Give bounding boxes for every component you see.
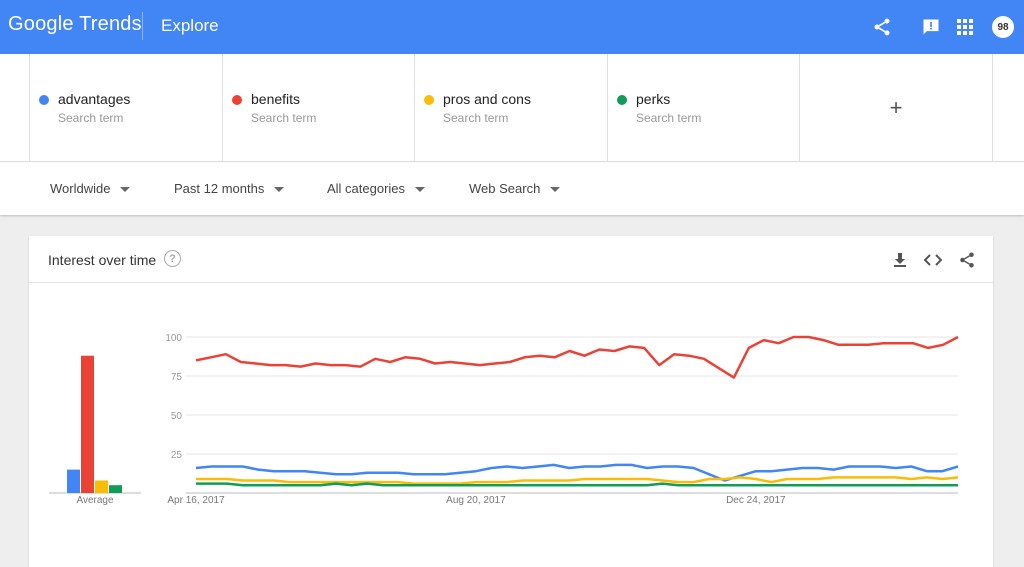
average-bar	[95, 480, 108, 493]
term-advantages[interactable]: advantages Search term	[29, 54, 222, 161]
google-trends-logo[interactable]: Google Trends	[8, 13, 142, 36]
term-label: advantages	[58, 91, 131, 107]
region-value: Worldwide	[50, 181, 111, 196]
page-title: Explore	[161, 16, 219, 35]
series-line-advantages	[195, 463, 959, 482]
term-sublabel: Search term	[58, 111, 124, 125]
search-type-dropdown[interactable]: Web Search	[469, 181, 561, 196]
x-tick-label: Dec 24, 2017	[726, 495, 786, 506]
apps-icon[interactable]	[953, 15, 977, 39]
term-pros-and-cons[interactable]: pros and cons Search term	[414, 54, 607, 161]
y-tick-label: 25	[171, 450, 183, 461]
category-dropdown[interactable]: All categories	[327, 181, 426, 196]
card-divider	[29, 282, 993, 283]
y-tick-label: 50	[171, 411, 183, 422]
chevron-down-icon	[550, 187, 561, 193]
average-bar	[67, 469, 80, 493]
chevron-down-icon	[120, 187, 131, 193]
term-label: perks	[636, 91, 671, 107]
term-sublabel: Search term	[636, 111, 702, 125]
logo-google-text: Google	[8, 13, 74, 35]
series-color-dot	[232, 95, 242, 105]
x-tick-label: Aug 20, 2017	[446, 495, 506, 506]
y-tick-label: 75	[171, 372, 183, 383]
download-icon[interactable]	[889, 249, 911, 271]
feedback-icon[interactable]	[919, 15, 943, 39]
top-bar: Google Trends Explore 98	[0, 0, 1024, 54]
series-line-perks	[196, 482, 958, 487]
average-bar	[109, 485, 122, 493]
series-color-dot	[617, 95, 627, 105]
x-tick-label: Apr 16, 2017	[167, 495, 225, 506]
series-color-dot	[424, 95, 434, 105]
card-title: Interest over time	[48, 252, 157, 268]
series-color-dot	[39, 95, 49, 105]
average-label: Average	[76, 495, 114, 506]
search-terms-bar: advantages Search term benefits Search t…	[0, 54, 1024, 162]
help-icon[interactable]: ?	[164, 250, 181, 267]
time-range-value: Past 12 months	[174, 181, 265, 196]
term-label: benefits	[251, 91, 301, 107]
category-value: All categories	[327, 181, 406, 196]
search-type-value: Web Search	[469, 181, 541, 196]
interest-over-time-card: Interest over time ? 25 50 75 100 Average Apr…	[29, 236, 993, 567]
term-sublabel: Search term	[251, 111, 317, 125]
term-perks[interactable]: perks Search term	[607, 54, 800, 161]
y-tick-label: 100	[165, 333, 182, 344]
account-avatar[interactable]: 98	[992, 16, 1014, 38]
logo-trends-text: Trends	[79, 13, 142, 35]
add-term-button[interactable]: +	[799, 54, 993, 161]
term-benefits[interactable]: benefits Search term	[222, 54, 415, 161]
series-line-pros-and-cons	[196, 476, 959, 485]
share-icon[interactable]	[870, 15, 894, 39]
time-range-dropdown[interactable]: Past 12 months	[174, 181, 285, 196]
term-label: pros and cons	[443, 91, 531, 107]
embed-icon[interactable]	[922, 249, 944, 271]
term-sublabel: Search term	[443, 111, 509, 125]
share-icon[interactable]	[956, 249, 978, 271]
header-divider	[142, 12, 143, 40]
series-line-benefits	[195, 335, 959, 379]
chevron-down-icon	[415, 187, 426, 193]
average-bar	[81, 355, 94, 493]
chevron-down-icon	[274, 187, 285, 193]
interest-chart: 25 50 75 100 Average Apr 16, 2017 Aug 20, 2017…	[49, 333, 959, 506]
filter-bar: Worldwide Past 12 months All categories …	[0, 162, 1024, 215]
region-dropdown[interactable]: Worldwide	[50, 181, 131, 196]
